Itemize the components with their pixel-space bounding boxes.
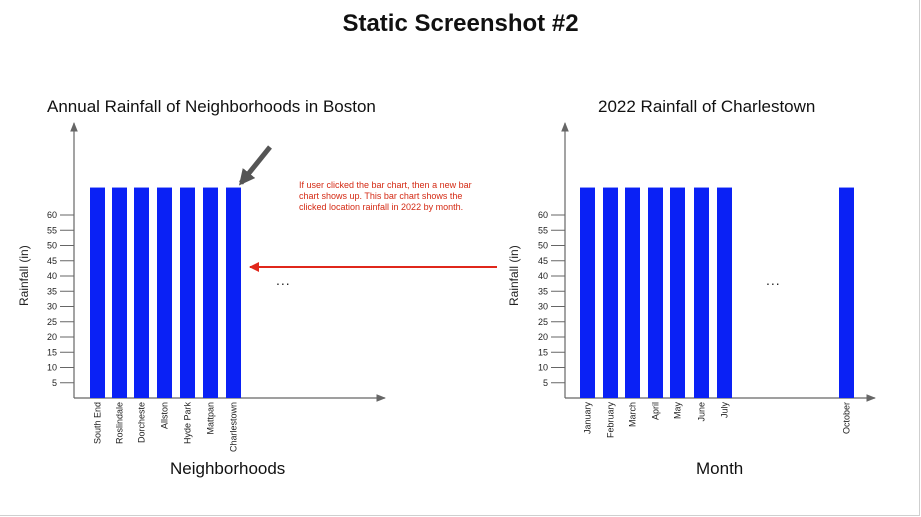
x-tick-label: Charlestown [229,402,239,452]
annotation-note: If user clicked the bar chart, then a ne… [299,180,472,212]
y-tick-label: 10 [47,363,57,373]
x-tick-label: Dorcheste [137,402,147,443]
right-bar-chart[interactable]: 5 10 15 20 25 30 35 40 45 50 55 60 January February Ma… [538,122,876,439]
x-tick-label: July [720,402,730,419]
left-bar-chart[interactable]: 5 10 15 20 25 30 35 40 45 50 55 60 South End Roslinda… [47,122,386,452]
pointer-arrow [238,145,272,186]
y-tick-label: 35 [47,286,57,296]
left-chart-ellipsis: ... [276,272,291,288]
bar-south-end[interactable] [90,187,105,398]
y-tick-label: 25 [538,317,548,327]
x-tick-label: Mattpan [206,402,216,435]
x-tick-label: Allston [160,402,170,429]
x-tick-label: October [842,402,852,434]
bar-allston[interactable] [157,187,172,398]
y-tick-label: 35 [538,286,548,296]
x-tick-label: Roslindale [115,402,125,444]
bar-may[interactable] [670,187,685,398]
bar-charlestown[interactable] [226,187,241,398]
x-tick-label: March [628,402,638,427]
y-tick-label: 40 [47,271,57,281]
right-chart-xlabel: Month [696,459,744,478]
y-tick-label: 50 [538,241,548,251]
y-tick-label: 15 [538,347,548,357]
y-tick-label: 40 [538,271,548,281]
y-tick-label: 45 [538,256,548,266]
y-tick-label: 5 [543,378,548,388]
y-tick-label: 10 [538,363,548,373]
y-tick-label: 30 [47,302,57,312]
bar-hyde-park[interactable] [180,187,195,398]
x-tick-label: South End [93,402,103,444]
y-tick-label: 15 [47,347,57,357]
right-chart-ellipsis: ... [766,272,781,288]
bar-january[interactable] [580,187,595,398]
bar-october[interactable] [839,187,854,398]
y-tick-label: 5 [52,378,57,388]
bar-march[interactable] [625,187,640,398]
bar-february[interactable] [603,187,618,398]
bar-april[interactable] [648,187,663,398]
bar-june[interactable] [694,187,709,398]
x-tick-label: January [583,402,593,435]
x-tick-label: Hyde Park [183,402,193,445]
y-tick-label: 45 [47,256,57,266]
x-tick-label: June [697,402,707,422]
x-tick-label: February [606,402,616,439]
left-chart-title: Annual Rainfall of Neighborhoods in Bost… [47,97,376,116]
y-tick-label: 60 [47,210,57,220]
y-tick-label: 20 [47,332,57,342]
y-tick-label: 50 [47,241,57,251]
y-tick-label: 60 [538,210,548,220]
left-chart-xlabel: Neighborhoods [170,459,286,478]
y-tick-label: 25 [47,317,57,327]
y-tick-label: 55 [538,225,548,235]
x-tick-label: May [673,402,683,420]
y-tick-label: 30 [538,302,548,312]
bar-roslindale[interactable] [112,187,127,398]
y-tick-label: 20 [538,332,548,342]
bar-mattpan[interactable] [203,187,218,398]
page-title: Static Screenshot #2 [342,10,579,37]
right-chart-title: 2022 Rainfall of Charlestown [598,97,816,116]
x-tick-label: April [651,402,661,420]
y-tick-label: 55 [47,225,57,235]
bar-july[interactable] [717,187,732,398]
bar-dorcheste[interactable] [134,187,149,398]
